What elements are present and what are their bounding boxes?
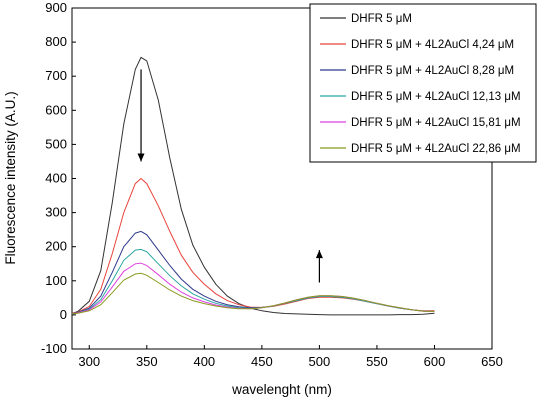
- x-ticks: 300 350 400 450 500 550 600 650: [78, 345, 503, 369]
- legend-entry: DHFR 5 μM + 4L2AuCl 4,24 μM: [351, 39, 514, 51]
- x-tick-label: 300: [78, 354, 100, 369]
- y-tick-label: 800: [45, 34, 67, 49]
- series-lines: [71, 56, 435, 316]
- y-tick-label: 400: [45, 171, 67, 186]
- y-tick-label: 200: [45, 239, 67, 254]
- legend-entry: DHFR 5 μM + 4L2AuCl 15,81 μM: [351, 117, 521, 129]
- legend-entry: DHFR 5 μM: [351, 13, 412, 25]
- x-tick-label: 650: [481, 354, 503, 369]
- y-tick-label: 100: [45, 273, 67, 288]
- series-line-2: [71, 177, 435, 314]
- y-tick-label: 700: [45, 68, 67, 83]
- x-tick-label: 400: [193, 354, 215, 369]
- series-line-3: [71, 230, 435, 315]
- y-axis-label: Fluorescence intensity (A.U.): [3, 91, 18, 264]
- y-tick-label: 600: [45, 102, 67, 117]
- legend: DHFR 5 μM DHFR 5 μM + 4L2AuCl 4,24 μM DHFR…: [309, 3, 537, 163]
- y-tick-label: 900: [45, 0, 67, 15]
- x-tick-label: 600: [424, 354, 446, 369]
- y-tick-label: 500: [45, 136, 67, 151]
- series-line-6: [71, 272, 435, 315]
- y-ticks: -100 0 100 200 300 400 500 600 700 800 900: [41, 0, 76, 356]
- legend-box: [309, 3, 537, 163]
- x-tick-label: 350: [136, 354, 158, 369]
- x-tick-label: 450: [251, 354, 273, 369]
- legend-entry: DHFR 5 μM + 4L2AuCl 22,86 μM: [351, 143, 521, 155]
- x-tick-label: 500: [309, 354, 331, 369]
- y-tick-label: -100: [41, 341, 67, 356]
- annotations: [137, 69, 323, 283]
- arrow-up-icon: [315, 250, 323, 259]
- legend-entry: DHFR 5 μM + 4L2AuCl 8,28 μM: [351, 65, 514, 77]
- legend-entry: DHFR 5 μM + 4L2AuCl 12,13 μM: [351, 91, 521, 103]
- y-tick-label: 300: [45, 205, 67, 220]
- x-axis-label: wavelenght (nm): [231, 382, 332, 397]
- y-tick-label: 0: [60, 307, 67, 322]
- arrow-down-icon: [137, 153, 145, 162]
- series-line-5: [71, 262, 435, 315]
- x-tick-label: 550: [366, 354, 388, 369]
